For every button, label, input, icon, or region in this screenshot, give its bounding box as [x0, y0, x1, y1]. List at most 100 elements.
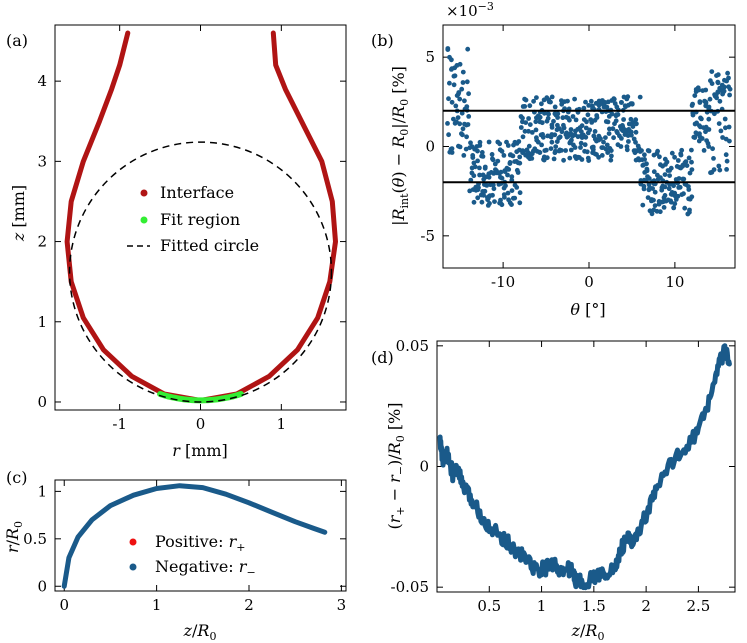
- axis-b-xtick-label: -10: [491, 273, 515, 291]
- scatter-point: [449, 150, 455, 155]
- scatter-point: [533, 127, 539, 133]
- scatter-point: [687, 170, 693, 176]
- scatter-point: [567, 155, 573, 161]
- axis-d-xtick-label: 1.5: [582, 597, 606, 615]
- scatter-point: [449, 57, 454, 63]
- scatter-point: [672, 190, 678, 196]
- panel-label-c: (c): [6, 468, 27, 487]
- scatter-point: [711, 156, 716, 161]
- scatter-point: [505, 172, 510, 178]
- scatter-point: [527, 122, 533, 127]
- scatter-point: [696, 87, 702, 93]
- scatter-point: [723, 152, 729, 158]
- scatter-point: [539, 142, 544, 148]
- panel-b: -10 0 10 5 0 -5 θ [°] |Rint(θ) − R0|/R0 [%] ×…: [389, 0, 736, 319]
- axis-a-xtick-label: 0: [196, 415, 206, 433]
- scatter-point: [633, 117, 639, 123]
- scatter-point: [686, 187, 692, 192]
- scatter-point: [486, 139, 492, 145]
- scatter-point: [479, 199, 485, 205]
- scatter-point: [668, 199, 674, 205]
- scatter-point: [644, 161, 649, 167]
- scatter-point: [716, 163, 722, 169]
- scatter-point: [671, 183, 676, 189]
- axis-c-ylabel: r/R0: [3, 521, 25, 553]
- axis-a-ytick-label: 1: [37, 313, 47, 331]
- panel-a: -1 0 1 0 1 2 3 4 r [mm] z [mm] Interface Fit re…: [9, 24, 347, 460]
- scatter-point: [701, 148, 707, 153]
- scatter-point: [537, 114, 543, 120]
- scatter-point: [578, 140, 584, 146]
- legend-marker-fit: [140, 216, 148, 224]
- axis-a-ytick-label: 3: [37, 152, 47, 170]
- scatter-point: [514, 185, 520, 190]
- scatter-point: [590, 147, 596, 153]
- scatter-point: [520, 115, 525, 121]
- scatter-point: [657, 209, 663, 215]
- panel-c: 0 1 2 3 0 0.5 1 z/R0 r/R0 Positive: r+ Negativ…: [3, 479, 347, 643]
- scatter-point: [518, 125, 524, 130]
- axis-c-ytick-label: 0.5: [23, 530, 47, 548]
- scatter-point: [699, 116, 704, 122]
- scatter-point: [608, 157, 614, 163]
- axis-a-ytick-label: 2: [37, 233, 47, 251]
- scatter-point: [570, 114, 576, 119]
- scatter-point: [462, 98, 467, 104]
- scatter-point: [613, 118, 619, 124]
- legend-a: Interface Fit region Fitted circle: [127, 183, 259, 255]
- scatter-point: [539, 120, 545, 126]
- scatter-point: [482, 164, 488, 170]
- scatter-point: [645, 195, 651, 201]
- scatter-point: [626, 139, 631, 144]
- scatter-point: [662, 184, 668, 190]
- scatter-point: [642, 157, 647, 162]
- scatter-point: [610, 126, 616, 132]
- scatter-point: [715, 80, 721, 86]
- scatter-point: [485, 197, 490, 203]
- scatter-point: [457, 121, 463, 127]
- scatter-point: [615, 112, 621, 117]
- scatter-point: [509, 202, 514, 208]
- scatter-point: [526, 143, 532, 149]
- axis-b-xlabel: θ [°]: [570, 300, 605, 319]
- scatter-point: [675, 193, 681, 199]
- legend-label-fit: Fit region: [160, 210, 240, 229]
- scatter-point: [598, 136, 603, 142]
- legend-marker-negative: [129, 563, 137, 571]
- legend-label-interface: Interface: [160, 183, 234, 202]
- scatter-point: [726, 75, 731, 81]
- scatter-point: [517, 200, 523, 206]
- scatter-point: [717, 167, 723, 173]
- scatter-point: [457, 61, 463, 67]
- scatter-point: [662, 172, 668, 178]
- scatter-point: [619, 136, 624, 141]
- scatter-point: [568, 127, 574, 132]
- scatter-point: [460, 69, 466, 75]
- scatter-point: [476, 185, 481, 191]
- scatter-point: [724, 167, 729, 172]
- scatter-point: [703, 129, 708, 135]
- scatter-point: [630, 124, 636, 129]
- scatter-point: [551, 156, 557, 162]
- axis-d-ytick-label: 0: [419, 458, 429, 476]
- scatter-point: [475, 195, 481, 201]
- scatter-point: [635, 143, 641, 149]
- scatter-point: [563, 148, 568, 153]
- scatter-point: [555, 115, 560, 120]
- scatter-point: [686, 155, 692, 161]
- scatter-point: [697, 99, 703, 104]
- axis-c-ytick-label: 1: [37, 482, 47, 500]
- scatter-point: [509, 174, 515, 180]
- scatter-point: [534, 137, 540, 143]
- scatter-point: [583, 134, 589, 140]
- scatter-point: [472, 164, 478, 170]
- scatter-point: [449, 99, 455, 105]
- scatter-point: [652, 203, 658, 209]
- scatter-point: [605, 119, 611, 125]
- scatter-point: [569, 137, 574, 143]
- scatter-point: [651, 197, 656, 203]
- panel-label-b: (b): [371, 31, 394, 50]
- scatter-point: [675, 158, 681, 163]
- series-negative: [61, 483, 328, 589]
- scatter-point: [703, 99, 709, 105]
